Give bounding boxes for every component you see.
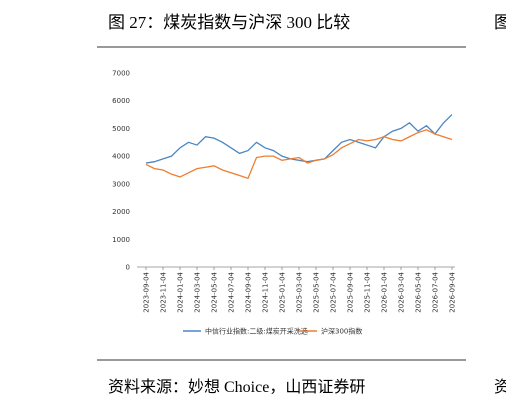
fragment: 资 [494,378,506,396]
x-tick-label: 2024-05-04 [211,271,219,312]
y-tick-label: 7000 [112,70,130,78]
source: 资料来源：妙想 Choice，山西证券研 [108,378,365,396]
x-tick-label: 2025-01-04 [279,271,287,312]
y-tick-label: 1000 [112,236,130,244]
y-tick-label: 4000 [112,153,130,161]
series-line [145,114,453,164]
x-tick-label: 2025-05-04 [313,271,321,312]
y-tick-label: 5000 [112,125,130,133]
series-line [145,129,453,180]
x-tick-label: 2026-07-04 [432,271,440,312]
x-tick-label: 2025-07-04 [330,271,338,312]
x-tick-label: 2026-03-04 [398,271,406,312]
x-tick-label: 2025-03-04 [296,271,304,312]
x-tick-label: 2026-01-04 [381,271,389,312]
y-tick-label: 3000 [112,180,130,188]
x-tick-label: 2023-09-04 [143,271,151,312]
x-tick-label: 2025-11-04 [364,271,372,312]
x-tick-label: 2024-07-04 [228,271,236,312]
x-tick-label: 2024-11-04 [262,271,270,312]
y-tick-label: 6000 [112,97,130,105]
x-tick-label: 2026-09-04 [449,271,457,312]
x-tick-label: 2024-03-04 [194,271,202,312]
legend-label: 沪深300指数 [321,327,362,336]
x-tick-label: 2025-09-04 [347,271,355,312]
x-tick-label: 2026-05-04 [415,271,423,312]
figure-title: 图 27：煤炭指数与沪深 300 比较 [108,13,350,32]
x-tick-label: 2024-09-04 [245,271,253,312]
legend-label: 中信行业指数:二级:煤炭开采洗选 [205,327,308,336]
fragment: 图 [494,13,506,32]
x-tick-label: 2023-11-04 [160,271,168,312]
y-tick-label: 2000 [112,208,130,216]
x-tick-label: 2024-01-04 [177,271,185,312]
y-tick-label: 0 [126,264,130,272]
